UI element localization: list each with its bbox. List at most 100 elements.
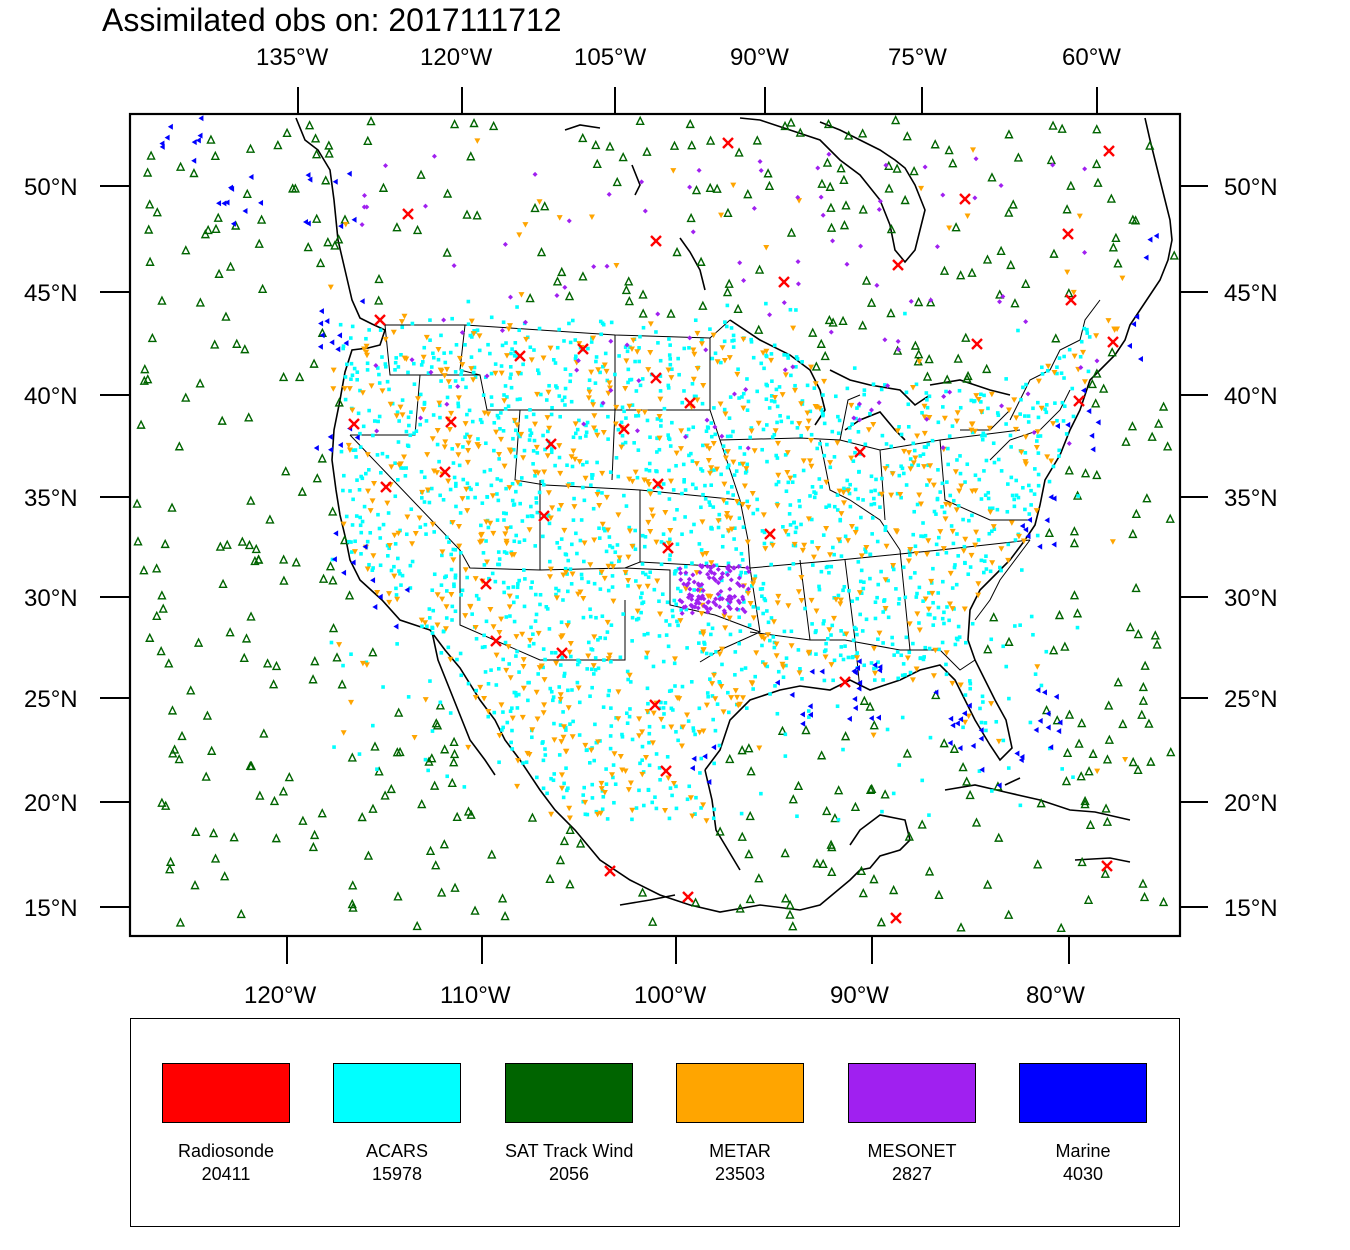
acars-marker [822,619,826,623]
acars-marker [666,644,671,649]
acars-marker [921,534,926,539]
metar-marker [520,685,527,692]
acars-marker [621,612,626,616]
acars-marker [1006,542,1011,547]
sat-track-wind-marker [241,633,252,643]
acars-marker [389,568,394,573]
metar-marker [393,413,400,419]
acars-marker [676,586,680,591]
acars-marker [625,669,630,674]
left-ticks [100,185,130,908]
sat-track-wind-marker [1137,709,1147,719]
mesonet-marker [361,204,367,210]
acars-marker [1031,632,1035,637]
acars-marker [557,685,562,689]
acars-marker [343,397,348,402]
acars-marker [1026,414,1031,418]
acars-marker [504,551,509,555]
metar-marker [456,543,463,550]
acars-marker [784,489,789,494]
metar-marker [734,694,741,701]
sat-track-wind-marker [637,887,648,897]
legend-label: Radiosonde [177,1141,275,1161]
acars-marker [604,782,609,786]
acars-marker [727,416,732,420]
acars-marker [341,344,346,348]
acars-marker [552,772,557,776]
acars-marker [540,479,545,484]
metar-marker [551,737,558,743]
acars-marker [937,647,941,652]
acars-marker [439,379,443,383]
acars-marker [736,367,740,372]
metar-marker [668,724,675,730]
metar-marker [838,511,845,517]
metar-marker [657,396,664,403]
sat-track-wind-marker [328,575,338,585]
acars-marker [813,491,818,496]
acars-marker [656,341,660,345]
sat-track-wind-marker [564,291,575,301]
acars-marker [1027,483,1031,488]
metar-marker [722,411,729,417]
sat-track-wind-marker [816,338,826,348]
marine-marker [1019,753,1025,760]
acars-marker [674,463,678,468]
acars-marker [749,337,753,342]
acars-marker [723,449,728,454]
acars-marker [422,402,427,406]
sat-track-wind-marker [273,139,283,150]
acars-marker [892,653,896,657]
acars-marker [601,795,606,799]
metar-marker [330,386,337,392]
acars-marker [881,610,885,614]
acars-marker [550,405,554,410]
acars-marker [435,442,440,447]
metar-marker [889,471,896,477]
acars-marker [1026,420,1031,424]
sat-track-wind-marker [780,893,791,903]
sat-track-wind-marker [867,783,877,793]
acars-marker [951,498,956,503]
sat-track-wind-marker [949,743,960,753]
metar-marker [586,389,593,396]
legend-swatch [676,1063,804,1123]
acars-marker [692,394,697,399]
acars-marker [687,453,691,458]
acars-marker [957,388,962,393]
sat-track-wind-marker [734,147,744,157]
acars-marker [848,504,853,509]
metar-marker [703,818,710,824]
acars-marker [772,432,777,437]
acars-marker [616,427,621,432]
acars-marker [667,497,672,501]
acars-marker [986,490,991,495]
acars-marker [918,656,923,660]
radiosonde-marker [650,372,662,384]
metar-marker [465,744,472,751]
acars-marker [349,336,353,340]
acars-marker [426,768,430,773]
acars-marker [601,705,606,709]
acars-marker [1057,356,1062,360]
metar-marker [856,590,863,596]
sat-track-wind-marker [914,349,924,359]
acars-marker [489,483,494,488]
sat-track-wind-marker [208,827,219,838]
acars-marker [876,660,880,664]
mesonet-marker [711,599,717,605]
acars-marker [453,575,458,580]
acars-marker [609,724,614,728]
metar-marker [629,807,636,814]
sat-track-wind-marker [902,131,912,141]
right-lat-label: 15°N [1224,895,1278,922]
acars-marker [454,484,458,488]
sat-track-wind-marker [817,178,827,188]
acars-marker [666,433,670,437]
acars-marker [499,478,503,483]
marine-marker [332,178,338,185]
sat-track-wind-marker [363,850,374,860]
sat-track-wind-marker [1152,639,1162,649]
mesonet-marker [722,610,728,616]
acars-marker [404,532,409,537]
